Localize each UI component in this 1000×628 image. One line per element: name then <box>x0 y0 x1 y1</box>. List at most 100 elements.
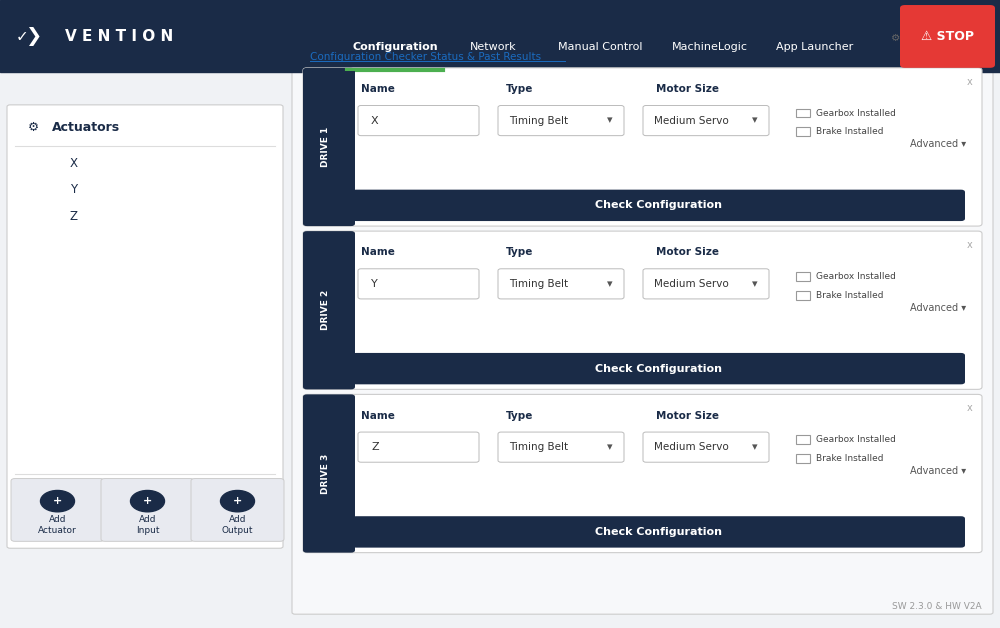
Text: App Launcher: App Launcher <box>776 42 854 52</box>
Text: ⚙: ⚙ <box>28 121 39 134</box>
FancyBboxPatch shape <box>11 479 104 541</box>
Text: Name: Name <box>361 411 395 421</box>
Text: V E N T I O N: V E N T I O N <box>65 29 173 43</box>
FancyBboxPatch shape <box>643 432 769 462</box>
Circle shape <box>40 490 74 512</box>
Text: Medium Servo: Medium Servo <box>654 116 729 126</box>
Text: SW 2.3.0 & HW V2A: SW 2.3.0 & HW V2A <box>892 602 982 610</box>
Text: Timing Belt: Timing Belt <box>509 442 568 452</box>
Text: x: x <box>967 240 973 250</box>
Text: +: + <box>233 496 242 506</box>
FancyBboxPatch shape <box>191 479 284 541</box>
Text: Advanced ▾: Advanced ▾ <box>910 303 966 313</box>
Text: ▾: ▾ <box>607 279 613 289</box>
Bar <box>796 291 810 300</box>
FancyBboxPatch shape <box>352 516 965 548</box>
Text: +: + <box>143 496 152 506</box>
Text: Gearbox Installed: Gearbox Installed <box>816 109 896 117</box>
Text: Actuators: Actuators <box>52 121 120 134</box>
Text: ⚠ STOP: ⚠ STOP <box>921 30 974 43</box>
Text: Gearbox Installed: Gearbox Installed <box>816 272 896 281</box>
Text: Manual Control: Manual Control <box>558 42 642 52</box>
Text: MachineLogic: MachineLogic <box>672 42 748 52</box>
FancyBboxPatch shape <box>303 231 355 389</box>
Text: Gearbox Installed: Gearbox Installed <box>816 435 896 444</box>
Text: Medium Servo: Medium Servo <box>654 279 729 289</box>
Text: Name: Name <box>361 84 395 94</box>
Text: Configuration: Configuration <box>352 42 438 52</box>
Text: Y: Y <box>70 183 77 196</box>
Text: Motor Size: Motor Size <box>656 411 719 421</box>
Text: DRIVE 1: DRIVE 1 <box>320 127 330 167</box>
Text: Timing Belt: Timing Belt <box>509 116 568 126</box>
Text: X: X <box>371 116 379 126</box>
Text: Brake Installed: Brake Installed <box>816 127 884 136</box>
Text: Name: Name <box>361 247 395 257</box>
Text: Actuators: Actuators <box>310 31 386 45</box>
FancyBboxPatch shape <box>643 106 769 136</box>
Text: Type: Type <box>506 84 533 94</box>
Text: X: X <box>70 157 78 170</box>
Text: Configuration Checker Status & Past Results: Configuration Checker Status & Past Resu… <box>310 51 541 62</box>
Text: ✓: ✓ <box>16 29 28 43</box>
Bar <box>0 0 1000 72</box>
FancyBboxPatch shape <box>303 231 982 389</box>
Text: ❯: ❯ <box>25 26 41 46</box>
Text: Medium Servo: Medium Servo <box>654 442 729 452</box>
Text: Z: Z <box>70 210 78 222</box>
FancyBboxPatch shape <box>498 269 624 299</box>
Text: Advanced ▾: Advanced ▾ <box>910 466 966 476</box>
Text: Brake Installed: Brake Installed <box>816 454 884 463</box>
Text: Motor Size: Motor Size <box>656 84 719 94</box>
Bar <box>343 398 355 550</box>
Text: Check Configuration: Check Configuration <box>595 200 722 210</box>
Text: +: + <box>53 496 62 506</box>
FancyBboxPatch shape <box>358 432 479 462</box>
Text: ▾: ▾ <box>607 442 613 452</box>
Text: ⚙ Drive Settings: ⚙ Drive Settings <box>891 33 978 43</box>
Text: Add
Output: Add Output <box>222 516 253 534</box>
Bar <box>796 272 810 281</box>
Circle shape <box>221 490 255 512</box>
FancyBboxPatch shape <box>352 190 965 221</box>
Bar <box>796 435 810 444</box>
FancyBboxPatch shape <box>498 106 624 136</box>
FancyBboxPatch shape <box>303 68 355 226</box>
Text: Add
Actuator: Add Actuator <box>38 516 77 534</box>
FancyBboxPatch shape <box>358 106 479 136</box>
FancyBboxPatch shape <box>352 353 965 384</box>
FancyBboxPatch shape <box>358 269 479 299</box>
Text: ▾: ▾ <box>752 279 758 289</box>
FancyBboxPatch shape <box>303 68 982 226</box>
Text: DRIVE 3: DRIVE 3 <box>320 453 330 494</box>
Text: ▾: ▾ <box>752 116 758 126</box>
Bar <box>343 234 355 386</box>
Text: DRIVE 2: DRIVE 2 <box>320 290 330 330</box>
Text: Type: Type <box>506 247 533 257</box>
Text: Motor Size: Motor Size <box>656 247 719 257</box>
Text: Check Configuration: Check Configuration <box>595 527 722 537</box>
Text: x: x <box>967 77 973 87</box>
FancyBboxPatch shape <box>101 479 194 541</box>
Text: Type: Type <box>506 411 533 421</box>
FancyBboxPatch shape <box>303 394 355 553</box>
Bar <box>343 71 355 223</box>
Text: Y: Y <box>371 279 378 289</box>
Text: ▾: ▾ <box>607 116 613 126</box>
Text: Timing Belt: Timing Belt <box>509 279 568 289</box>
FancyBboxPatch shape <box>498 432 624 462</box>
Text: Network: Network <box>470 42 516 52</box>
Bar <box>796 454 810 463</box>
FancyBboxPatch shape <box>303 394 982 553</box>
FancyBboxPatch shape <box>900 5 995 68</box>
FancyBboxPatch shape <box>643 269 769 299</box>
Text: Z: Z <box>371 442 379 452</box>
Bar <box>796 109 810 117</box>
Text: Advanced ▾: Advanced ▾ <box>910 139 966 149</box>
Bar <box>796 127 810 136</box>
Circle shape <box>130 490 165 512</box>
Text: Add
Input: Add Input <box>136 516 159 534</box>
Text: x: x <box>967 403 973 413</box>
Text: Brake Installed: Brake Installed <box>816 291 884 300</box>
Text: ▾: ▾ <box>752 442 758 452</box>
